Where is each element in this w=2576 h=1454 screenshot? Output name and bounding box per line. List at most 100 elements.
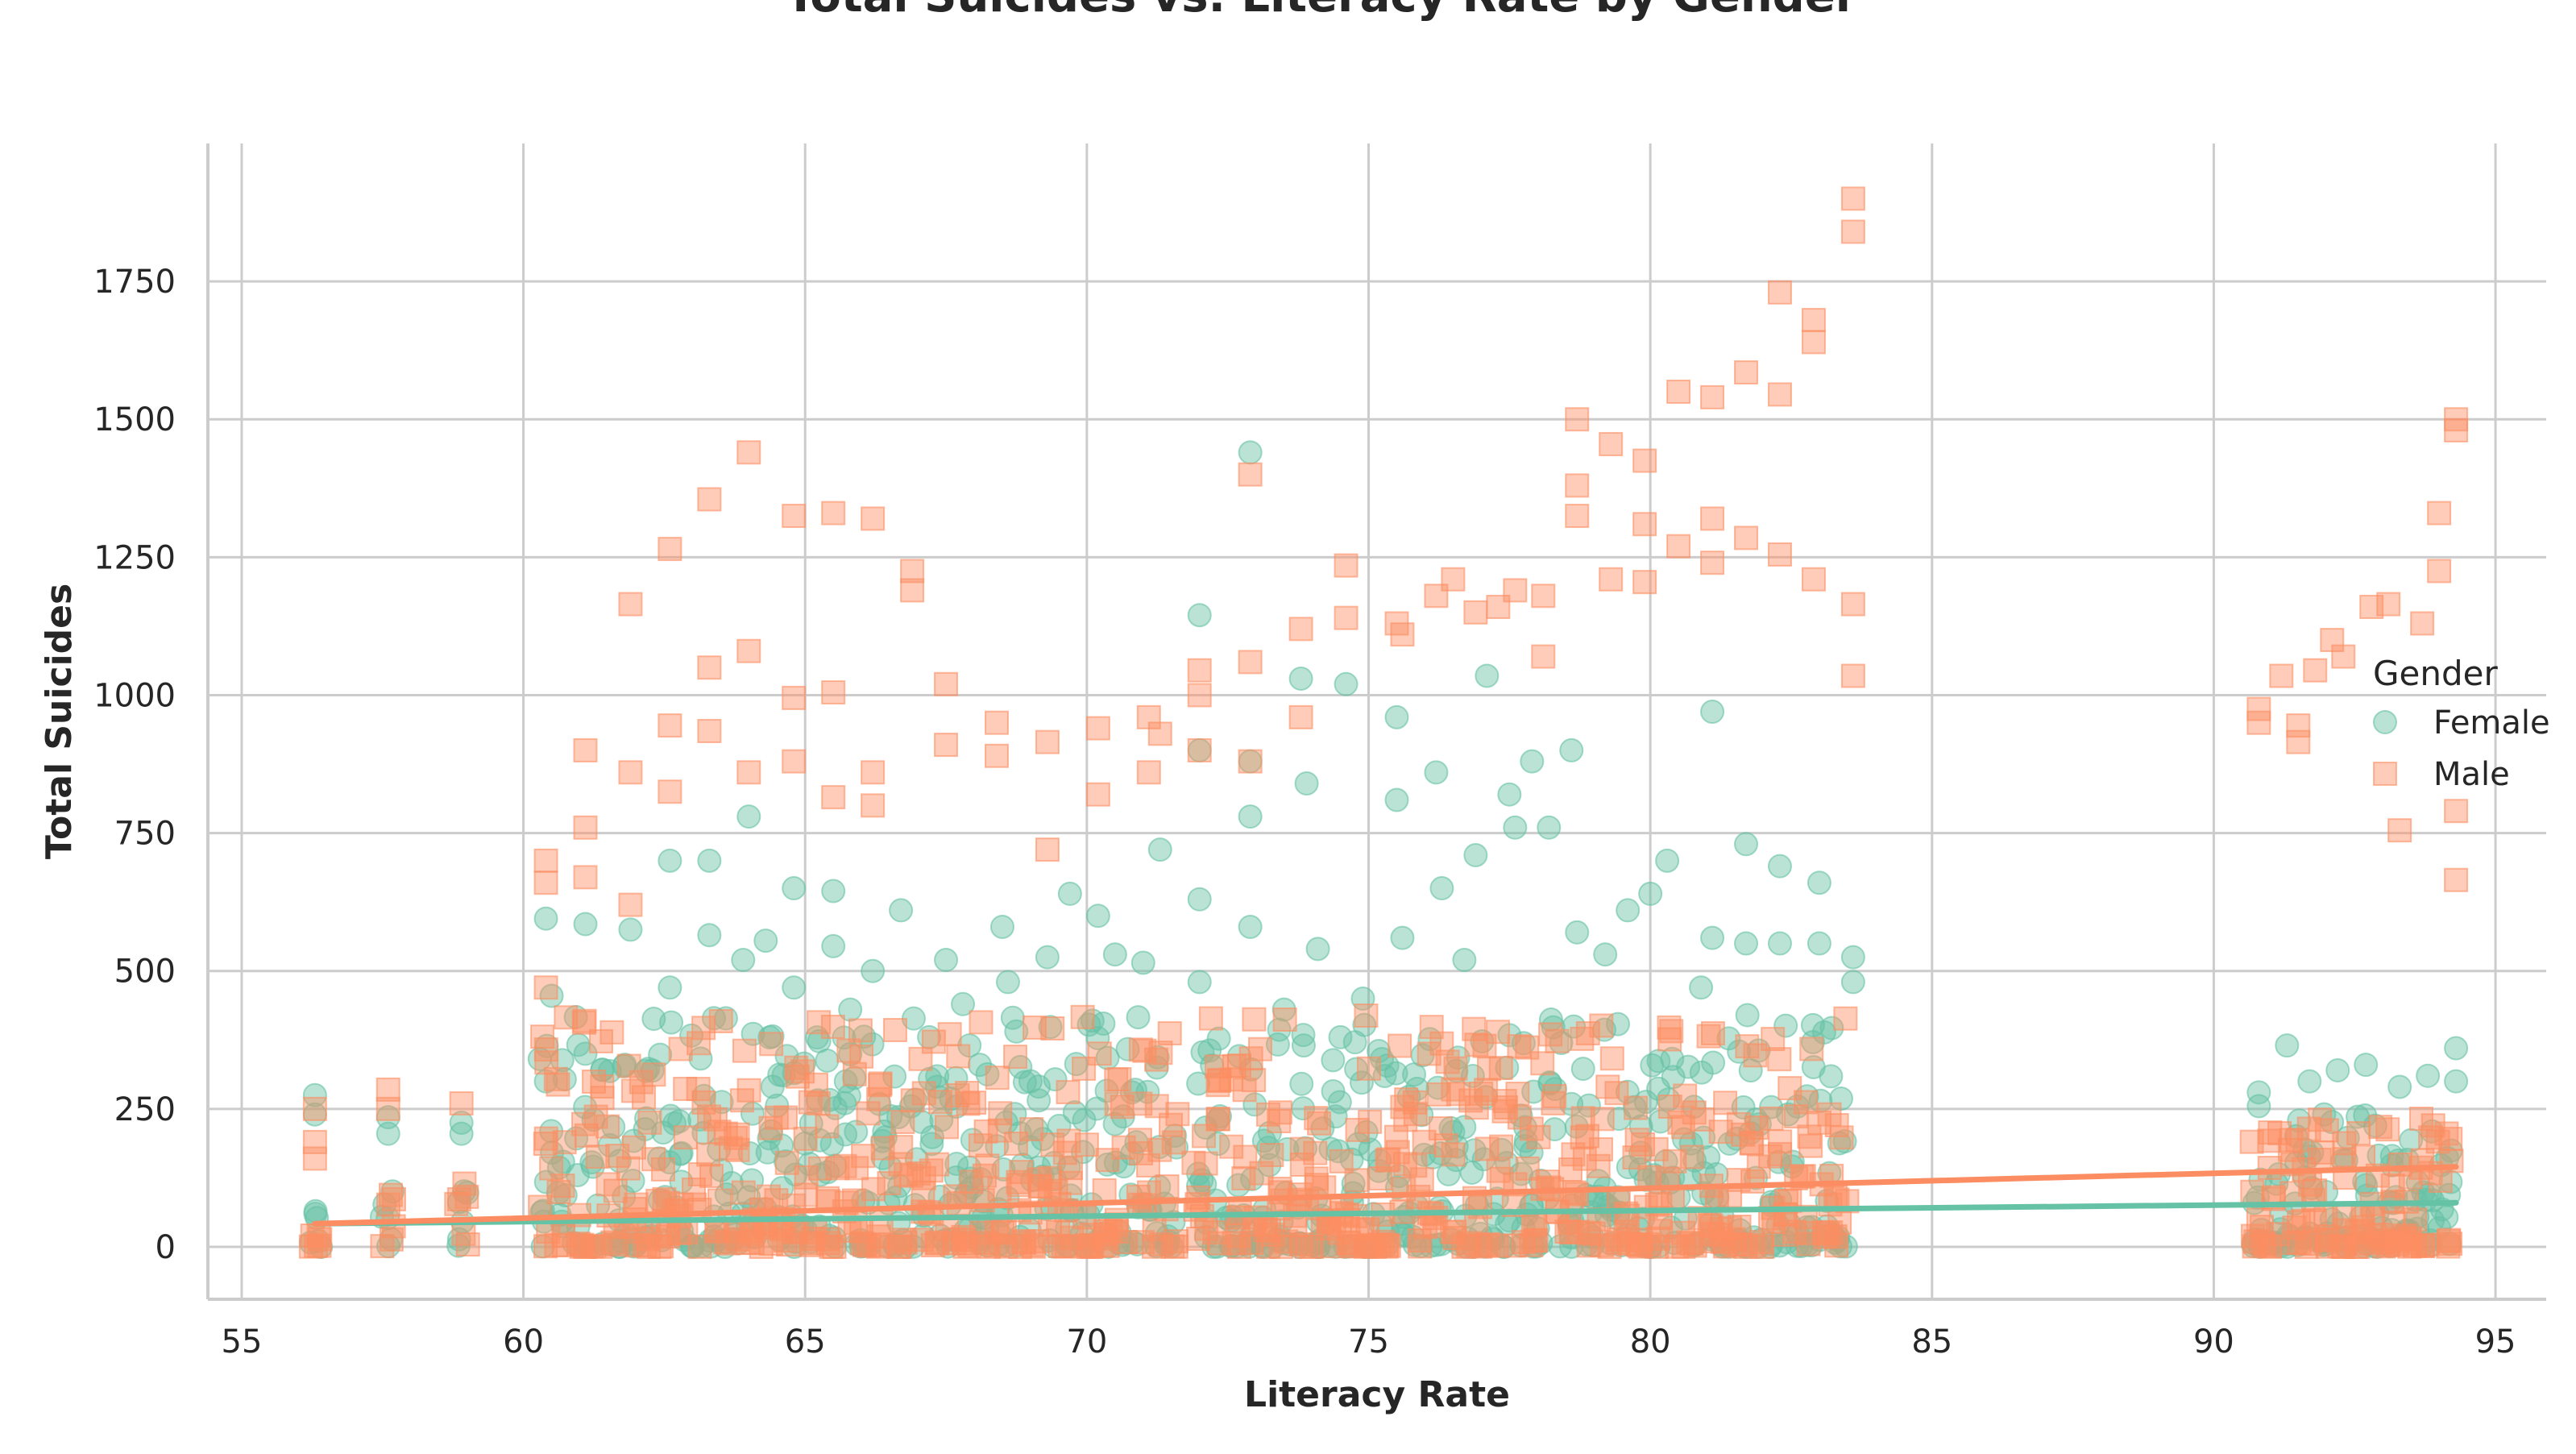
data-point-female	[1085, 1096, 1110, 1121]
data-point-male	[934, 733, 959, 758]
data-point-male	[2434, 1121, 2459, 1146]
data-point-female	[1130, 950, 1155, 975]
data-point-male	[1198, 1006, 1223, 1031]
data-point-female	[919, 1124, 944, 1149]
data-point-female	[1187, 970, 1212, 995]
data-point-male	[807, 1010, 832, 1035]
data-point-male	[736, 440, 761, 465]
data-point-female	[1767, 854, 1792, 879]
data-point-male	[1542, 1083, 1567, 1108]
data-point-female	[1291, 1033, 1316, 1058]
data-point-female	[1321, 1048, 1346, 1073]
data-point-male	[382, 1186, 407, 1211]
data-point-male	[1388, 1033, 1412, 1058]
data-point-male	[1748, 1230, 1773, 1255]
data-point-male	[2420, 1113, 2445, 1138]
data-point-male	[1477, 1232, 1502, 1257]
data-point-female	[1186, 1071, 1211, 1096]
data-point-male	[1054, 1234, 1079, 1259]
data-point-male	[844, 1156, 869, 1181]
data-point-male	[1507, 1034, 1532, 1059]
data-point-male	[697, 655, 722, 680]
data-point-male	[697, 1104, 722, 1129]
data-point-male	[1799, 1036, 1824, 1061]
data-point-male	[2436, 1234, 2461, 1259]
data-point-male	[1503, 578, 1528, 603]
data-point-male	[1599, 567, 1624, 592]
data-point-male	[1541, 1090, 1566, 1115]
data-point-male	[2320, 628, 2345, 653]
data-point-male	[573, 815, 598, 840]
data-point-female	[1785, 1094, 1810, 1119]
data-point-male	[682, 1177, 707, 1202]
data-point-male	[1288, 617, 1313, 642]
data-point-female	[753, 928, 778, 953]
data-point-male	[2246, 696, 2271, 721]
data-point-male	[2282, 1215, 2307, 1240]
data-point-male	[865, 1234, 890, 1259]
data-point-male	[1530, 1051, 1555, 1076]
data-point-male	[1463, 600, 1488, 625]
data-point-male	[2425, 1129, 2450, 1154]
data-point-male	[666, 1220, 691, 1245]
data-point-male	[725, 1137, 750, 1162]
data-point-male	[928, 1090, 953, 1115]
data-point-female	[1352, 1012, 1377, 1037]
data-point-female	[1676, 1054, 1701, 1079]
data-point-male	[1515, 1035, 1540, 1060]
data-point-male	[533, 870, 558, 895]
data-point-male	[1761, 1027, 1786, 1052]
data-point-male	[1441, 1142, 1466, 1167]
data-point-female	[1147, 837, 1172, 862]
data-point-male	[446, 1187, 471, 1212]
data-point-male	[1538, 1022, 1563, 1047]
data-point-male	[935, 1115, 960, 1140]
data-point-male	[1768, 1141, 1793, 1166]
data-point-male	[1682, 1100, 1707, 1125]
data-point-male	[1840, 186, 1865, 211]
data-point-female	[1288, 666, 1313, 691]
data-point-male	[1632, 570, 1657, 595]
data-point-male	[919, 1158, 944, 1183]
legend-marker-female	[2373, 710, 2397, 734]
data-point-male	[1690, 1107, 1715, 1132]
data-point-female	[821, 879, 846, 904]
data-point-male	[803, 1072, 828, 1097]
data-point-male	[921, 1029, 946, 1054]
data-point-female	[1734, 931, 1759, 956]
data-point-female	[1004, 1019, 1029, 1044]
data-point-female	[380, 1179, 405, 1204]
x-tick-label: 55	[222, 1323, 263, 1361]
data-point-male	[1572, 1146, 1597, 1171]
data-point-male	[599, 1020, 624, 1045]
data-point-male	[1268, 1234, 1293, 1259]
data-point-male	[861, 1177, 886, 1202]
data-point-female	[995, 970, 1020, 995]
data-point-male	[1155, 1174, 1180, 1199]
data-point-male	[1238, 462, 1263, 487]
data-point-female	[1402, 1062, 1427, 1087]
data-point-male	[821, 680, 846, 705]
data-point-male	[2331, 644, 2356, 669]
data-point-male	[1433, 1133, 1458, 1158]
data-point-female	[1291, 1023, 1316, 1048]
data-point-female	[1700, 700, 1725, 725]
data-point-male	[1006, 1173, 1031, 1198]
data-point-female	[1035, 945, 1060, 970]
data-point-male	[790, 1059, 815, 1084]
data-point-female	[648, 1042, 673, 1067]
data-point-male	[2380, 1173, 2405, 1198]
x-tick-label: 85	[1911, 1323, 1952, 1361]
data-point-female	[773, 1149, 798, 1174]
trend-lines	[312, 1164, 2459, 1227]
data-point-female	[1289, 1071, 1314, 1096]
data-point-male	[1515, 1156, 1540, 1181]
data-point-male	[1127, 1128, 1152, 1153]
data-point-male	[1383, 1124, 1408, 1149]
data-point-male	[2246, 710, 2271, 735]
data-point-male	[821, 785, 846, 810]
data-point-male	[1777, 1076, 1802, 1101]
data-point-male	[1219, 1134, 1244, 1159]
data-point-female	[740, 1101, 765, 1126]
data-point-male	[984, 743, 1009, 768]
